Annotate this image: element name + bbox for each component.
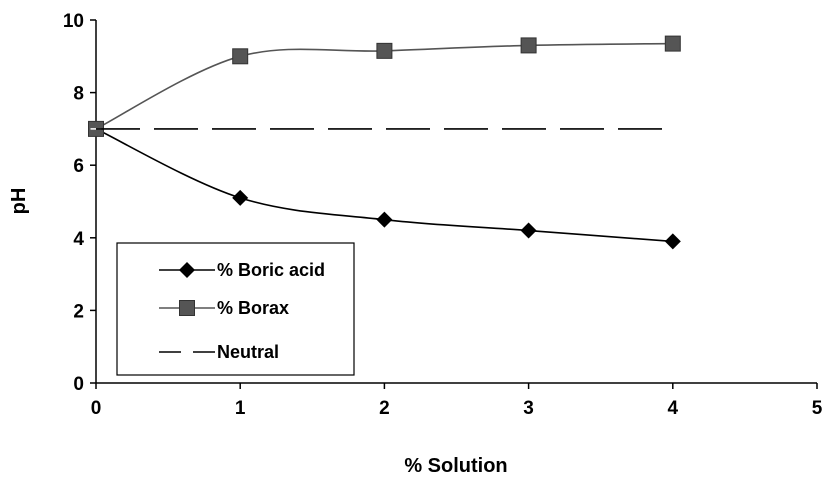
data-point-borax [376, 42, 393, 59]
data-point-borax [520, 37, 537, 54]
data-point-borax [232, 48, 249, 65]
series-boric-acid [88, 120, 681, 250]
series-layer [88, 35, 681, 250]
axes: 0 2 4 6 8 10 0 1 2 3 4 5 [63, 11, 823, 419]
y-tick-label: 8 [73, 84, 84, 105]
data-point-boric-acid [520, 222, 537, 239]
legend-label-borax: % Borax [217, 298, 289, 318]
x-tick-label: 2 [379, 398, 390, 419]
x-tick-label: 5 [812, 398, 823, 419]
data-point-boric-acid [232, 189, 249, 206]
legend-label-boric-acid: % Boric acid [217, 260, 325, 280]
legend-box [116, 242, 355, 376]
x-tick-label: 4 [668, 398, 679, 419]
y-tick-label: 10 [63, 11, 84, 32]
y-tick-label: 2 [73, 301, 84, 322]
x-tick-label: 0 [91, 398, 102, 419]
data-point-boric-acid [664, 233, 681, 250]
legend-label-neutral: Neutral [217, 342, 279, 362]
x-tick-label: 1 [235, 398, 246, 419]
legend-swatch-marker [179, 262, 195, 278]
y-tick-label: 0 [73, 374, 84, 395]
x-axis-title: % Solution [404, 455, 507, 477]
data-point-boric-acid [376, 211, 393, 228]
data-point-borax [664, 35, 681, 52]
legend: % Boric acid % Borax Neutral [116, 242, 355, 376]
series-borax [88, 35, 681, 137]
y-tick-label: 4 [73, 229, 84, 250]
legend-swatch-marker [179, 300, 195, 316]
y-tick-label: 6 [73, 156, 84, 177]
x-tick-label: 3 [523, 398, 534, 419]
y-axis-title: pH [8, 188, 30, 215]
